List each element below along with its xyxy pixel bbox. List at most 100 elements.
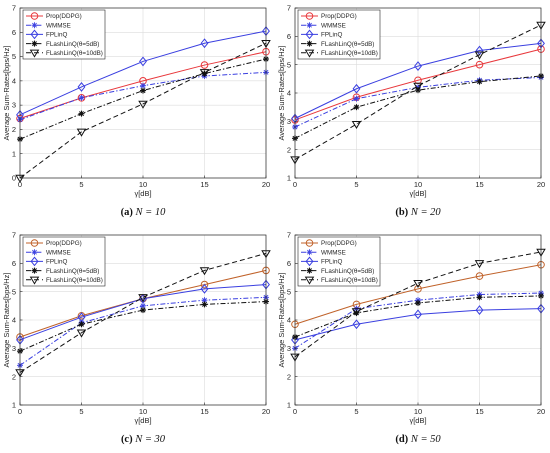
legend-label: WMMSE	[321, 22, 346, 29]
legend-label: Prop(DDPG)	[321, 240, 357, 247]
data-point	[200, 280, 209, 289]
legend-entry: FLashLinQ(θ=5dB)	[301, 267, 374, 275]
legend-label: WMMSE	[321, 249, 346, 256]
legend-label: FLashLinQ(θ=10dB)	[321, 50, 378, 57]
series-line	[19, 30, 267, 116]
y-tick-label: 7	[287, 4, 291, 13]
legend-marker	[305, 29, 314, 40]
series-line	[294, 24, 542, 161]
series-3	[16, 26, 270, 120]
legend-marker	[306, 249, 313, 256]
legend-entry: FLashLinQ(θ=10dB)	[26, 276, 103, 285]
caption-text: N = 30	[134, 434, 166, 445]
caption-tag: (a)	[121, 207, 136, 218]
legend-label: FPLinQ	[46, 32, 67, 39]
x-tick-label: 10	[414, 180, 422, 189]
data-point	[414, 61, 422, 71]
x-tick-label: 5	[79, 407, 83, 416]
y-axis-label: Average Sum-Rates[bps/Hz]	[2, 46, 11, 141]
y-tick-label: 3	[12, 101, 16, 110]
data-point	[413, 82, 423, 91]
legend-marker	[30, 256, 39, 267]
x-tick-label: 15	[200, 180, 208, 189]
data-point	[415, 300, 421, 306]
legend-label: Prop(DDPG)	[321, 13, 357, 20]
legend-entry: Prop(DDPG)	[26, 239, 82, 247]
data-point	[475, 272, 484, 280]
legend-label: WMMSE	[46, 22, 71, 29]
y-tick-label: 6	[12, 259, 16, 268]
x-tick-label: 5	[354, 407, 358, 416]
y-tick-label: 2	[12, 372, 16, 381]
data-point	[200, 38, 209, 49]
data-point	[474, 260, 485, 269]
y-tick-label: 5	[287, 287, 291, 296]
data-point	[199, 267, 210, 276]
x-axis-label: γ[dB]	[134, 416, 151, 425]
panel-caption: (b) N = 20	[395, 207, 441, 218]
y-tick-label: 2	[12, 125, 16, 134]
y-tick-label: 3	[287, 344, 291, 353]
data-point	[474, 51, 485, 60]
y-tick-label: 1	[12, 149, 16, 158]
y-tick-label: 3	[287, 117, 291, 126]
y-tick-label: 1	[287, 401, 291, 410]
chart-panel-1: 0 5 10 15 20 0 1 2 3 4 5 6 7 γ[dB] Average Sum-Rates[b…	[2, 4, 271, 218]
x-axis-label: γ[dB]	[134, 189, 151, 198]
series-5	[15, 250, 271, 378]
legend: Prop(DDPG) WMMSE FPLinQ FLashLinQ(θ=5dB) FLa…	[22, 9, 106, 60]
data-point	[77, 94, 86, 102]
data-point	[414, 309, 422, 320]
y-tick-label: 5	[12, 52, 16, 61]
legend-marker	[305, 239, 314, 247]
data-point	[138, 294, 148, 303]
data-point	[476, 78, 483, 85]
data-point	[353, 104, 360, 111]
x-tick-label: 15	[475, 407, 483, 416]
data-point	[413, 279, 423, 289]
legend-label: FLashLinQ(θ=10dB)	[46, 277, 103, 284]
caption-tag: (d)	[395, 434, 410, 445]
legend-label: WMMSE	[46, 249, 71, 256]
x-tick-label: 0	[18, 407, 22, 416]
legend-label: FLashLinQ(θ=5dB)	[321, 41, 374, 48]
data-point	[140, 82, 146, 89]
data-point	[475, 305, 484, 315]
x-tick-label: 10	[414, 407, 422, 416]
legend-entry: FPLinQ	[301, 256, 342, 267]
data-point	[77, 82, 86, 92]
legend-entry: FLashLinQ(θ=10dB)	[301, 276, 378, 285]
caption-tag: (c)	[121, 434, 135, 445]
legend-entry: WMMSE	[26, 249, 71, 256]
chart-panel-2: 0 5 10 15 20 1 2 3 4 5 6 7 γ[dB] Average Sum-Rates[bp…	[277, 4, 546, 218]
x-tick-label: 0	[293, 407, 297, 416]
legend-marker	[31, 40, 38, 47]
y-tick-label: 1	[287, 174, 291, 183]
x-tick-label: 15	[475, 180, 483, 189]
data-point	[351, 308, 362, 317]
legend-entry: WMMSE	[26, 22, 71, 29]
legend-label: FPLinQ	[321, 259, 342, 266]
x-tick-label: 10	[139, 407, 147, 416]
y-tick-label: 4	[12, 316, 16, 325]
legend-entry: FPLinQ	[26, 29, 67, 40]
series-line	[294, 251, 542, 358]
data-point	[414, 285, 422, 293]
caption-tag: (b)	[395, 207, 410, 218]
data-point	[199, 69, 210, 78]
x-tick-label: 10	[139, 180, 147, 189]
legend: Prop(DDPG) WMMSE FPLinQ FLashLinQ(θ=5dB) FLa…	[22, 236, 106, 287]
legend-label: FPLinQ	[46, 259, 67, 266]
legend-label: FLashLinQ(θ=10dB)	[321, 277, 378, 284]
legend-marker	[306, 267, 313, 274]
data-point	[140, 307, 146, 314]
series-5	[290, 248, 546, 362]
y-tick-label: 6	[12, 28, 16, 37]
y-tick-label: 6	[287, 259, 291, 268]
legend-entry: Prop(DDPG)	[301, 239, 357, 247]
caption-text: N = 50	[410, 434, 442, 445]
legend-label: FPLinQ	[321, 32, 342, 39]
data-point	[78, 94, 85, 101]
chart-panel-3: 0 5 10 15 20 1 2 3 4 5 6 7 γ[dB] Average Sum-Rates[bp…	[2, 231, 271, 445]
